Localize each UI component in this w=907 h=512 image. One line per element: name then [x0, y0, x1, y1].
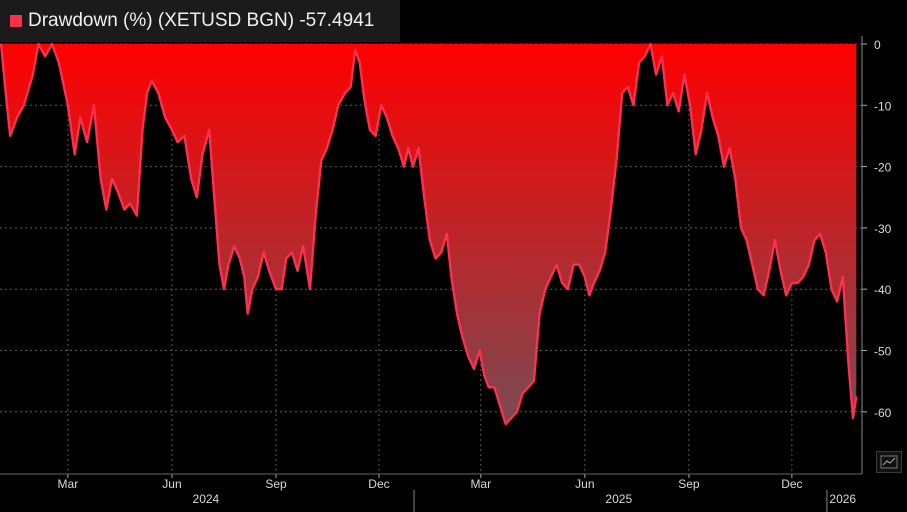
chart-tool-button[interactable]	[876, 451, 902, 473]
x-tick-label: Dec	[781, 477, 802, 491]
x-tick-label: Mar	[58, 477, 79, 491]
y-tick-label: -20	[874, 161, 892, 175]
x-tick-label: Mar	[470, 477, 491, 491]
x-tick-label: Dec	[368, 477, 389, 491]
legend: Drawdown (%) (XETUSD BGN) -57.4941	[0, 0, 400, 42]
y-tick-label: -40	[874, 283, 892, 297]
x-tick-label: Sep	[678, 477, 700, 491]
y-tick-label: -10	[874, 99, 892, 113]
legend-swatch	[10, 15, 22, 27]
x-year-label: 2024	[193, 492, 220, 506]
axes: 0 -10 -20 -30 -40 -50 -60 Mar Jun Sep Dec Mar Jun Sep…	[0, 36, 892, 512]
y-tick-label: -30	[874, 222, 892, 236]
legend-label: Drawdown (%) (XETUSD BGN) -57.4941	[28, 10, 375, 31]
y-tick-label: 0	[874, 38, 881, 52]
drawdown-area	[1, 44, 857, 425]
chart-icon	[880, 455, 898, 469]
y-tick-label: -50	[874, 345, 892, 359]
drawdown-line	[0, 42, 858, 426]
x-tick-label: Jun	[162, 477, 181, 491]
y-tick-label: -60	[874, 406, 892, 420]
x-tick-label: Sep	[265, 477, 287, 491]
x-tick-label: Jun	[575, 477, 594, 491]
x-year-label: 2025	[605, 492, 632, 506]
x-year-label: 2026	[829, 492, 856, 506]
